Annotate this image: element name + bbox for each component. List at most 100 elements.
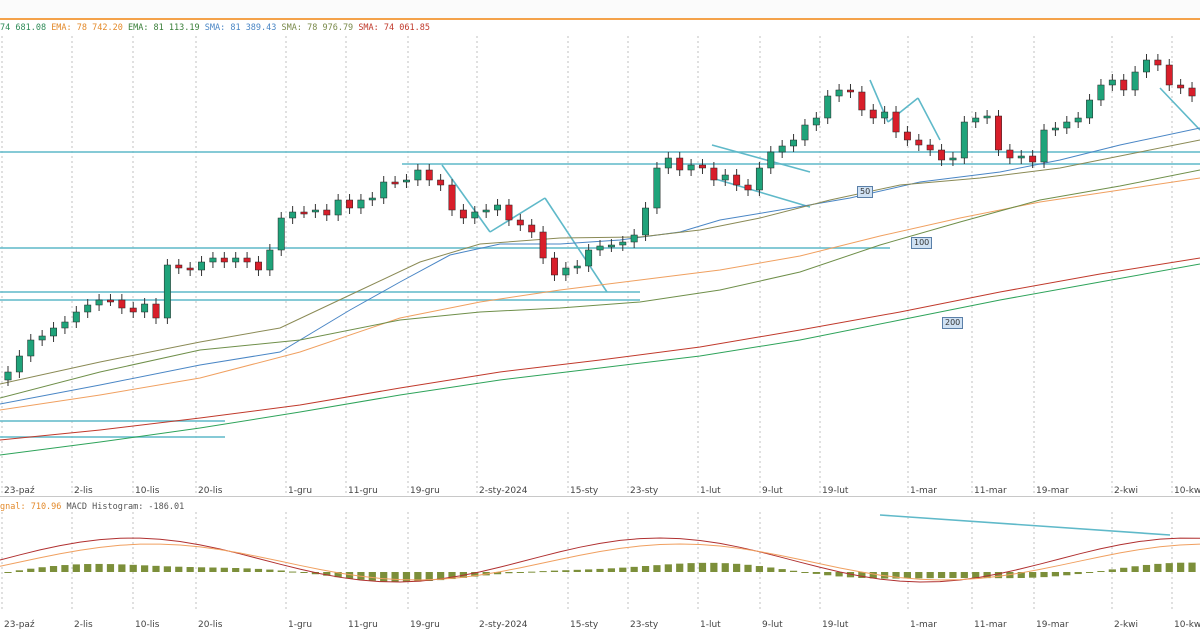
candle-body bbox=[630, 234, 638, 243]
candle-body bbox=[1177, 84, 1185, 89]
candle-body bbox=[926, 144, 934, 151]
candle-body bbox=[892, 111, 900, 133]
macd-histogram-bar bbox=[15, 570, 23, 572]
ema-line bbox=[0, 177, 1200, 411]
macd-histogram-bar bbox=[778, 569, 786, 572]
trend-line bbox=[1159, 87, 1200, 131]
macd-histogram-bar bbox=[733, 563, 741, 572]
candle-body bbox=[790, 139, 798, 147]
x-tick-label: 11-mar bbox=[974, 620, 1007, 630]
macd-line bbox=[0, 537, 1200, 583]
candle-body bbox=[243, 257, 251, 263]
candle-body bbox=[573, 265, 581, 269]
macd-histogram-bar bbox=[653, 565, 661, 572]
macd-histogram-bar bbox=[596, 568, 604, 572]
macd-histogram-bar bbox=[414, 572, 422, 582]
x-tick-label: 2-sty-2024 bbox=[479, 486, 528, 496]
price-legend: 74 681.08 EMA: 78 742.20 EMA: 81 113.19 … bbox=[0, 23, 430, 33]
candle-body bbox=[1017, 155, 1025, 159]
candle-body bbox=[653, 167, 661, 209]
candle-body bbox=[676, 157, 684, 171]
macd-histogram-bar bbox=[1085, 572, 1094, 573]
macd-histogram-bar bbox=[983, 572, 991, 579]
candle-body bbox=[95, 299, 103, 306]
macd-histogram-bar bbox=[1142, 564, 1151, 572]
candle-body bbox=[1051, 127, 1059, 131]
x-tick-label: 23-paź bbox=[4, 620, 35, 630]
x-tick-label: 9-lut bbox=[762, 620, 783, 630]
legend-sma-3: SMA: 74 061.85 bbox=[358, 23, 430, 33]
pane-separator bbox=[0, 496, 1200, 497]
x-tick-label: 10-lis bbox=[135, 620, 160, 630]
candle-body bbox=[733, 174, 741, 186]
macd-histogram-bar bbox=[471, 572, 479, 577]
trend-line bbox=[711, 177, 811, 208]
candle-body bbox=[118, 299, 126, 309]
candle-body bbox=[642, 207, 650, 236]
macd-histogram-bar bbox=[61, 565, 69, 572]
candle-body bbox=[847, 89, 854, 93]
macd-histogram-bar bbox=[84, 564, 92, 572]
macd-histogram-bar bbox=[528, 571, 536, 573]
legend-macd-histogram: MACD Histogram: -186.01 bbox=[66, 502, 185, 512]
macd-histogram-bar bbox=[95, 563, 103, 572]
macd-histogram-bar bbox=[824, 572, 832, 576]
macd-histogram-bar bbox=[641, 566, 650, 572]
macd-histogram-bar bbox=[175, 566, 183, 572]
macd-histogram-bar bbox=[846, 572, 855, 578]
candle-body bbox=[220, 257, 228, 263]
candle-body bbox=[323, 209, 331, 216]
candle-body bbox=[414, 169, 422, 181]
legend-ema-1: EMA: 78 742.20 bbox=[51, 23, 123, 33]
x-tick-label: 19-gru bbox=[410, 486, 440, 496]
candle-body bbox=[938, 149, 946, 161]
candle-body bbox=[163, 264, 171, 319]
candle-body bbox=[1131, 71, 1139, 91]
candle-body bbox=[1097, 84, 1105, 101]
macd-histogram-bar bbox=[926, 572, 934, 579]
macd-histogram-bar bbox=[391, 572, 399, 582]
macd-histogram-bar bbox=[277, 570, 285, 572]
macd-legend: gnal: 710.96 MACD Histogram: -186.01 bbox=[0, 502, 184, 512]
x-tick-label: 20-lis bbox=[198, 486, 223, 496]
candle-body bbox=[277, 217, 285, 251]
x-tick-label: 11-gru bbox=[348, 486, 378, 496]
macd-histogram-bar bbox=[402, 572, 411, 582]
macd-histogram-bar bbox=[994, 572, 1003, 579]
candle-body bbox=[755, 167, 763, 191]
candle-body bbox=[232, 257, 240, 263]
macd-histogram-bar bbox=[1040, 572, 1048, 578]
macd-histogram-bar bbox=[539, 571, 547, 573]
macd-histogram-bar bbox=[687, 563, 695, 572]
macd-histogram-bar bbox=[1063, 572, 1071, 576]
macd-histogram-bar bbox=[573, 569, 581, 572]
candle-body bbox=[744, 184, 752, 191]
candle-body bbox=[619, 241, 627, 246]
macd-histogram-bar bbox=[106, 564, 115, 572]
candle-body bbox=[255, 261, 262, 271]
macd-histogram-bar bbox=[505, 572, 513, 574]
x-tick-label: 19-lut bbox=[822, 620, 849, 630]
legend-macd-signal: gnal: 710.96 bbox=[0, 502, 62, 512]
candle-body bbox=[471, 211, 479, 219]
candle-body bbox=[346, 199, 353, 209]
candle-body bbox=[1086, 99, 1094, 119]
candle-body bbox=[1108, 79, 1116, 86]
x-tick-label: 10-kwi bbox=[1174, 620, 1200, 630]
candle-body bbox=[209, 257, 217, 263]
macd-histogram-bar bbox=[163, 566, 171, 572]
candle-body bbox=[141, 303, 149, 313]
top-toolbar-strip bbox=[0, 0, 1200, 20]
macd-histogram-bar bbox=[334, 572, 342, 578]
macd-histogram-bar bbox=[516, 572, 524, 573]
macd-histogram-bar bbox=[835, 572, 843, 577]
macd-histogram-bar bbox=[493, 572, 502, 575]
macd-histogram-bar bbox=[1177, 562, 1185, 572]
macd-histogram-bar bbox=[1017, 572, 1025, 578]
candle-body bbox=[1063, 121, 1071, 129]
candle-body bbox=[380, 181, 388, 199]
macd-histogram-bar bbox=[1120, 567, 1128, 572]
x-tick-label: 1-mar bbox=[910, 486, 937, 496]
candle-body bbox=[949, 157, 957, 161]
